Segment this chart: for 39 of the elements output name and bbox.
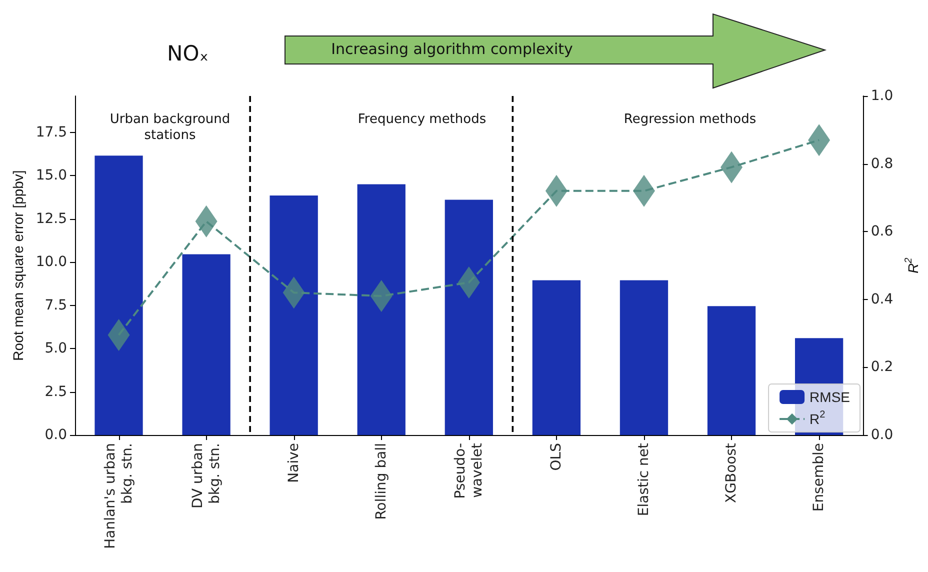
bar — [357, 184, 406, 435]
legend-label: RMSE — [810, 389, 850, 405]
x-tick-label: Ensemble — [811, 443, 828, 512]
y2-tick-label: 1.0 — [870, 88, 894, 104]
bar — [620, 280, 668, 435]
x-tick-label: Pseudo- wavelet — [452, 442, 486, 499]
x-tick-label: Elastic net — [636, 442, 652, 516]
y2-tick-label: 0.8 — [870, 156, 894, 172]
y2-tick-label: 0.0 — [870, 427, 894, 443]
y-tick-label: 2.5 — [44, 384, 67, 400]
x-tick-label: OLS — [548, 442, 564, 471]
y2-tick-label: 0.2 — [870, 359, 894, 376]
bar — [94, 156, 143, 435]
x-tick-label: Hanlan's urban bkg. stn. — [102, 443, 136, 549]
bar — [182, 254, 230, 435]
chart-title: NOₓ — [167, 42, 209, 66]
bar — [270, 195, 318, 435]
y-tick-label: 17.5 — [36, 124, 67, 140]
y-tick-label: 10.0 — [36, 254, 67, 270]
bar — [532, 280, 581, 435]
bar — [444, 200, 493, 435]
bar — [707, 306, 756, 435]
y2-axis-title: R2 — [904, 257, 921, 274]
x-tick-label: Rolling ball — [373, 443, 390, 520]
annotation: Frequency methods — [356, 112, 488, 128]
y2-tick-label: 0.4 — [870, 291, 894, 308]
y-tick-label: 12.5 — [36, 210, 67, 227]
text: Increasing algorithm complexity — [330, 40, 574, 58]
annotation: Regression methods — [622, 112, 758, 128]
y-tick-label: 0.0 — [44, 427, 67, 443]
annotation: Urban background stations — [110, 112, 230, 143]
x-tick-label: Naive — [286, 443, 302, 483]
y-tick-label: 5.0 — [44, 340, 67, 357]
y-tick-label: 15.0 — [36, 168, 67, 184]
y2-tick-label: 0.6 — [870, 224, 894, 240]
x-tick-label: DV urban bkg. stn. — [190, 443, 223, 509]
y-axis-title: Root mean square error [ppbv] — [10, 170, 26, 361]
x-tick-label: XGBoost — [724, 442, 740, 503]
y-tick-label: 7.5 — [44, 297, 67, 314]
